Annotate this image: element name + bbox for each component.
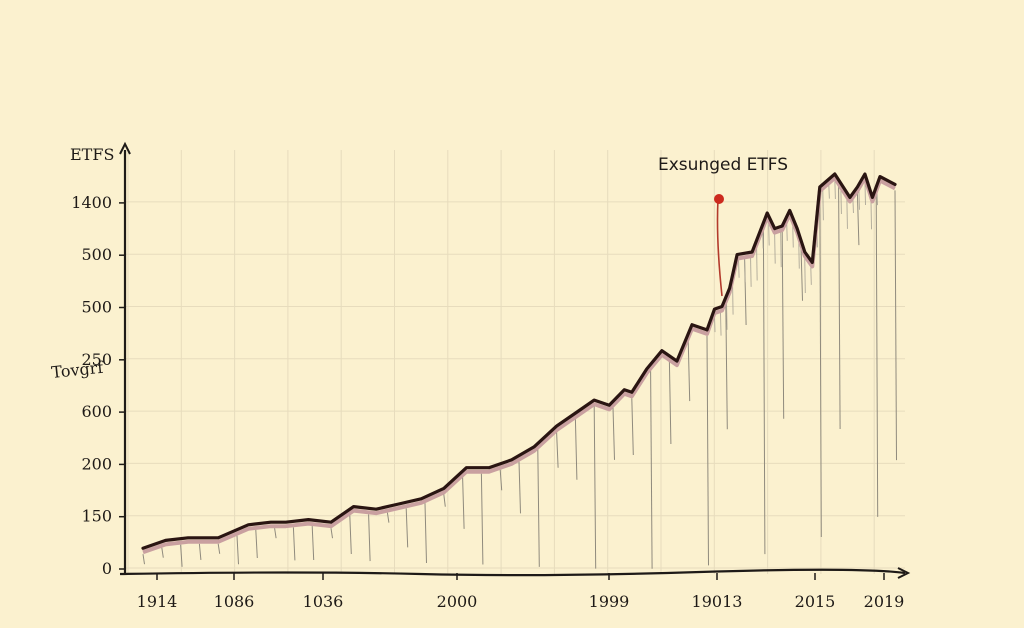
y-tick-label: 250 <box>81 350 112 369</box>
stem-line <box>386 512 390 523</box>
stem-line <box>518 461 521 514</box>
annotation-marker <box>714 194 724 204</box>
stem-hatch <box>804 256 806 293</box>
stem-hatch <box>846 197 848 229</box>
x-tick-label: 2000 <box>437 592 478 611</box>
x-tick-label: 19013 <box>692 592 743 611</box>
stem-hatch <box>720 312 722 336</box>
y-tick-label: 150 <box>81 507 112 526</box>
x-tick-label: 2015 <box>795 592 836 611</box>
stem-line <box>593 406 597 569</box>
stem-line <box>800 246 803 301</box>
stem-line <box>687 339 691 402</box>
stem-line <box>856 192 860 246</box>
x-tick-label: 1036 <box>303 592 344 611</box>
stem-line <box>838 185 841 429</box>
stem-line <box>480 473 484 565</box>
stem-hatch <box>750 257 752 287</box>
stem-line <box>894 190 897 461</box>
annotation-pointer-line <box>716 198 723 297</box>
x-tick-labels: 1914 1086 1036 2000 1999 19013 2015 2019 <box>137 573 905 611</box>
stem-line <box>255 529 258 559</box>
x-tick-label: 2019 <box>864 592 905 611</box>
axes <box>119 141 911 579</box>
stem-line <box>762 228 766 555</box>
series-shadow-line <box>142 176 896 555</box>
stem-line <box>292 527 296 561</box>
series-line-etfs <box>141 172 897 550</box>
stem-hatch <box>756 245 758 281</box>
stem-line <box>217 543 221 554</box>
stem-line <box>274 528 277 539</box>
x-axis-line <box>119 568 906 577</box>
stem-hatch <box>870 197 872 230</box>
stem-hatch <box>822 189 824 221</box>
stem-line <box>781 231 785 419</box>
stem-line <box>236 535 239 565</box>
stem-hatch <box>744 258 746 283</box>
stem-line <box>311 526 315 561</box>
stem-line <box>330 528 333 539</box>
stem-hatch <box>774 233 776 264</box>
stem-line <box>650 370 653 569</box>
stem-line <box>180 544 183 567</box>
y-tick-label: 200 <box>81 454 112 473</box>
stem-line <box>405 508 409 548</box>
stem-line <box>556 432 559 468</box>
stem-line <box>499 469 503 491</box>
stem-line <box>612 407 615 460</box>
y-axis-arrow <box>119 141 131 155</box>
stem-line <box>161 547 164 558</box>
stem-line <box>198 543 202 560</box>
annotation-label: Exsunged ETFS <box>658 155 788 175</box>
chart-title: ETFS <box>70 145 114 164</box>
y-tick-label: 600 <box>81 402 112 421</box>
stem-line <box>142 554 145 565</box>
stem-hatch <box>828 184 830 199</box>
stem-hatch <box>738 259 740 278</box>
stem-hatch <box>768 221 770 246</box>
stem-line <box>819 192 822 537</box>
stem-line <box>574 419 578 480</box>
stem-line <box>631 398 634 456</box>
stem-line <box>424 503 427 564</box>
x-axis-arrow <box>897 567 911 579</box>
stem-line <box>706 335 709 566</box>
stem-hatch <box>834 178 836 200</box>
stem-hatch <box>780 231 782 268</box>
x-tick-label: 1999 <box>589 592 630 611</box>
annotation: Exsunged ETFS <box>658 155 788 297</box>
y-tick-label: 1400 <box>71 193 112 212</box>
stem-line <box>537 449 540 567</box>
stem-line <box>349 515 352 555</box>
y-tick-labels: 0 150 200 600 250 500 500 1400 <box>71 193 125 578</box>
x-tick-label: 1914 <box>137 592 178 611</box>
stem-hatch <box>852 198 854 214</box>
y-tick-label: 500 <box>81 298 112 317</box>
y-tick-label: 0 <box>102 559 112 578</box>
stem-line <box>725 303 728 430</box>
stem-line <box>668 361 672 445</box>
y-tick-label: 500 <box>81 245 112 264</box>
stem-line <box>443 494 446 507</box>
stem-line <box>368 514 371 562</box>
stem-line <box>875 192 879 517</box>
vertical-stems <box>142 178 897 569</box>
stem-hatch <box>726 300 728 330</box>
stem-hatch <box>810 265 812 285</box>
x-tick-label: 1086 <box>214 592 255 611</box>
stem-line <box>462 477 465 529</box>
y-axis-label: Tovgrf <box>50 358 105 382</box>
stem-hatch <box>858 189 860 210</box>
stem-hatch <box>840 188 842 214</box>
